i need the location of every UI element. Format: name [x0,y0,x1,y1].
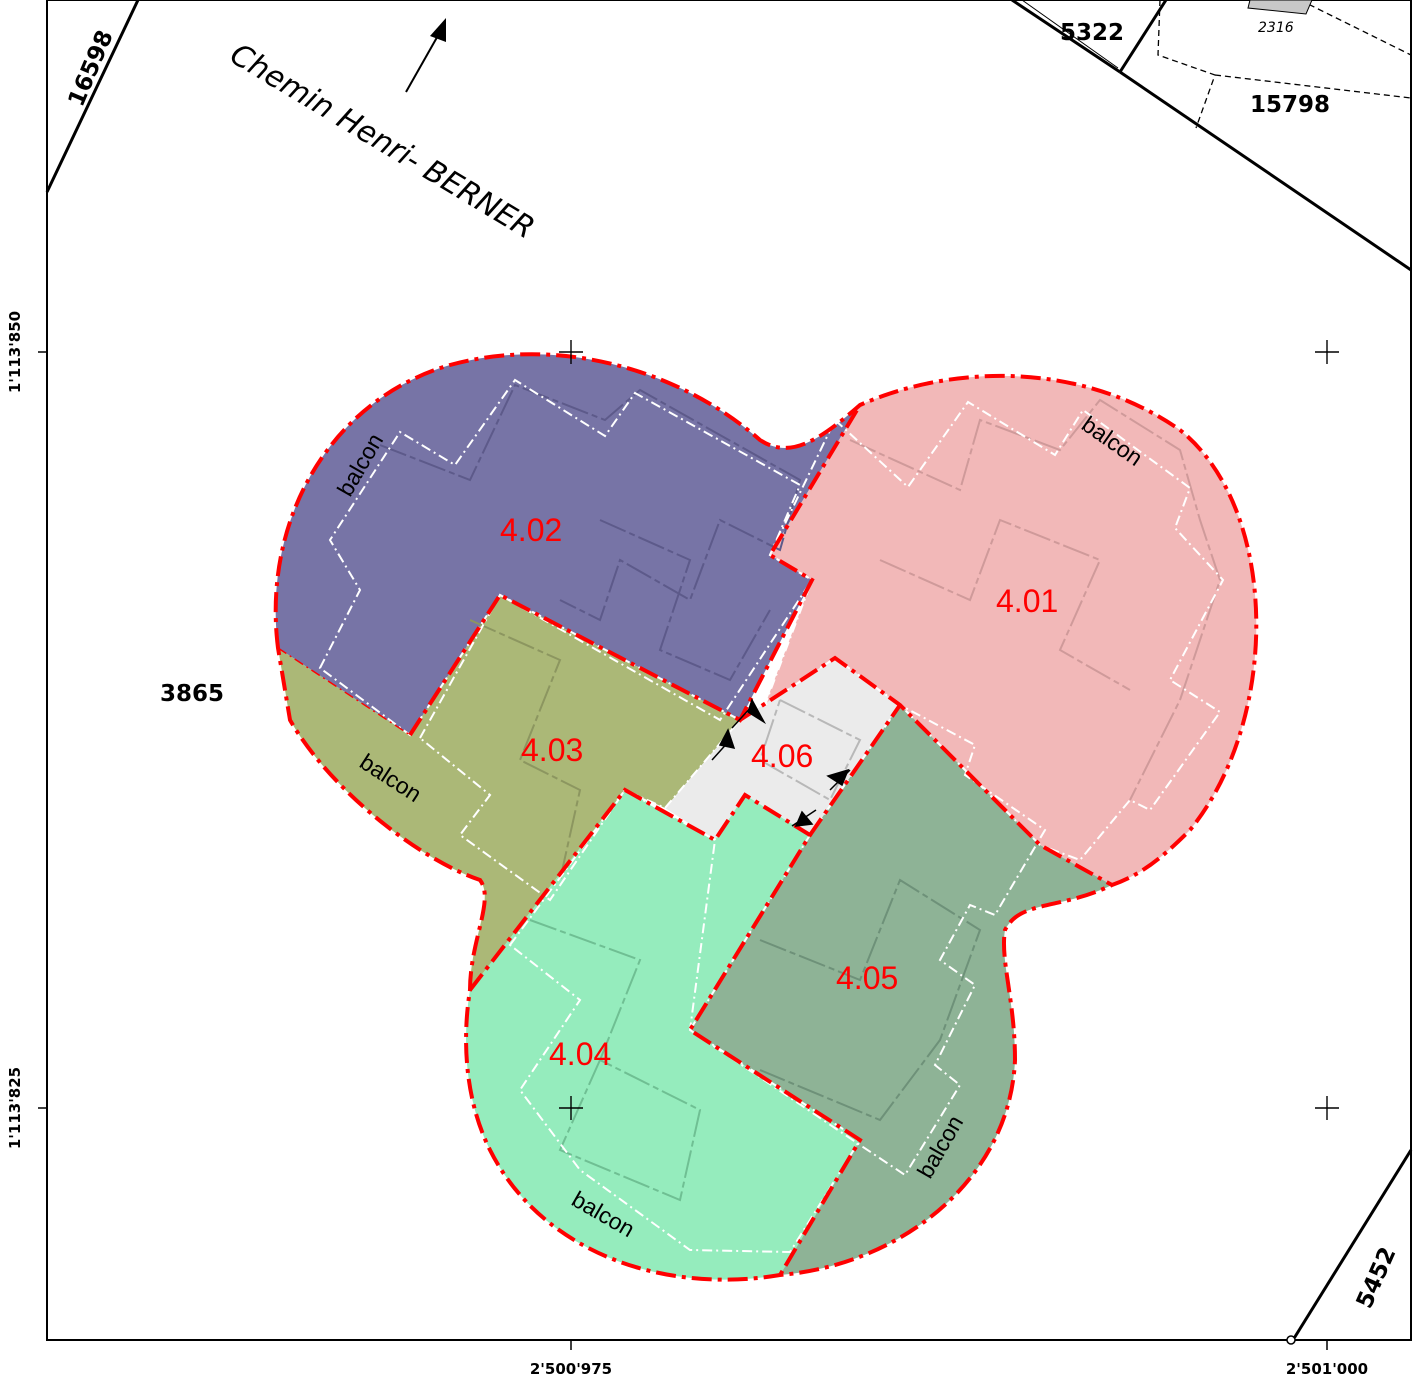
door-arrows [711,698,851,827]
building-shape [1247,0,1313,15]
unit-area-4-01 [765,375,1257,885]
coordinate-label-x-right: 2'501'000 [1286,1360,1368,1378]
north-arrow-icon [405,18,446,93]
unit-label-4-02: 4.02 [500,512,562,548]
unit-label-4-04: 4.04 [549,1036,611,1072]
unit-area-4-03 [278,595,740,990]
parcel-number-5322: 5322 [1060,20,1124,46]
unit-area-4-05 [690,705,1112,1275]
parcel-number-3865: 3865 [160,681,224,707]
coordinate-label-x-left: 2'500'975 [530,1360,612,1378]
unit-label-4-06: 4.06 [751,738,813,774]
parcel-lines [45,0,1413,1345]
axis-ticks [38,351,1328,1350]
unit-label-4-05: 4.05 [836,960,898,996]
unit-area-4-06 [665,658,900,840]
coordinate-label-y-bottom: 1'113'825 [6,1067,24,1149]
unit-label-4-03: 4.03 [521,732,583,768]
unit-area-4-02 [275,354,860,735]
unit-boundaries [273,352,1259,1282]
building-number-2316: 2316 [1258,20,1294,36]
survey-crosses [559,340,1339,1120]
unit-label-4-01: 4.01 [996,583,1058,619]
ownership-areas [275,354,1257,1280]
coordinate-label-y-top: 1'113'850 [6,311,24,393]
parcel-number-15798: 15798 [1250,92,1330,118]
